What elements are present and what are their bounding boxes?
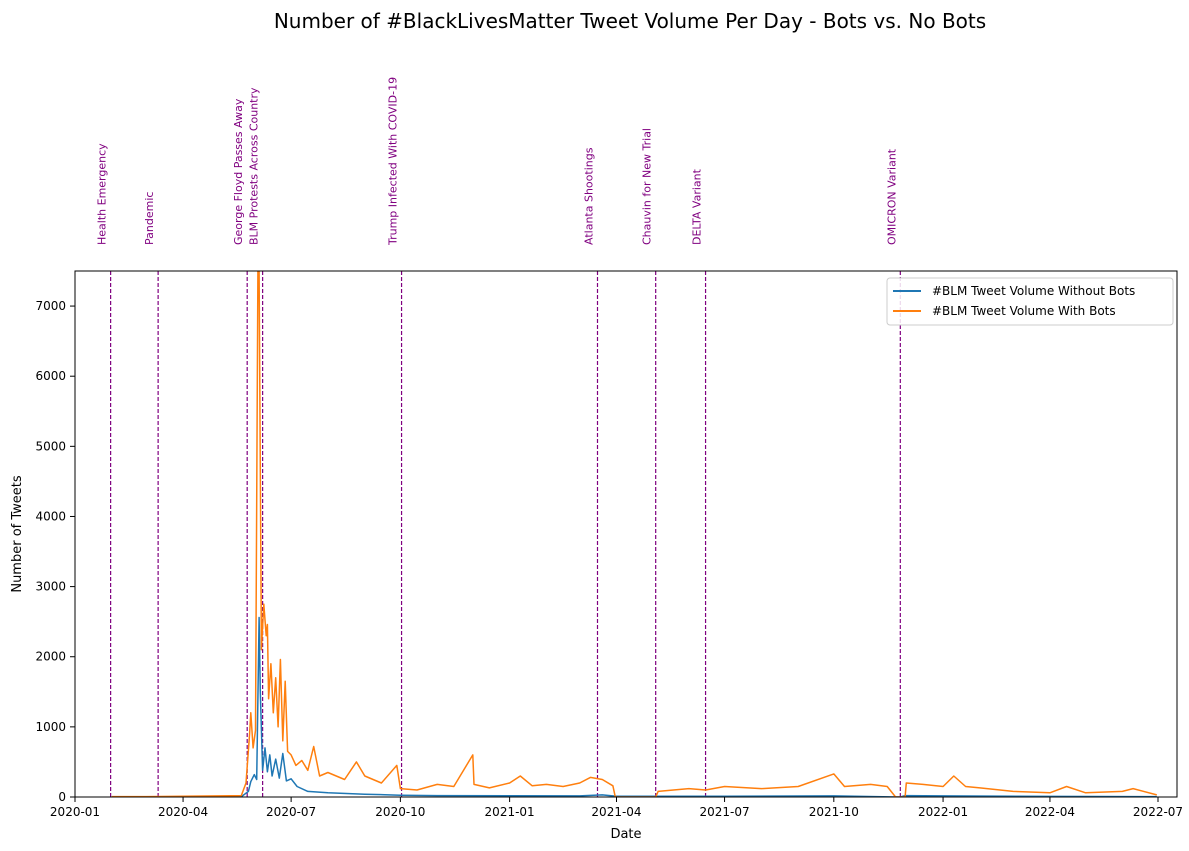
event-label: Pandemic <box>143 192 156 245</box>
series-line-1 <box>111 271 1157 797</box>
y-tick-label: 2000 <box>35 650 66 664</box>
event-label: OMICRON Variant <box>885 148 898 245</box>
y-tick-label: 1000 <box>35 720 66 734</box>
y-tick-label: 4000 <box>35 509 66 523</box>
x-tick-label: 2020-01 <box>50 805 100 819</box>
chart-title: Number of #BlackLivesMatter Tweet Volume… <box>274 9 986 33</box>
x-tick-label: 2020-07 <box>266 805 316 819</box>
x-tick-label: 2020-10 <box>375 805 425 819</box>
series-line-0 <box>111 616 1157 797</box>
legend: #BLM Tweet Volume Without Bots #BLM Tweet… <box>886 277 1174 326</box>
x-tick-label: 2021-04 <box>591 805 641 819</box>
y-tick-label: 3000 <box>35 580 66 594</box>
x-tick-label: 2021-01 <box>485 805 535 819</box>
x-tick-label: 2022-07 <box>1133 805 1183 819</box>
legend-label: #BLM Tweet Volume Without Bots <box>932 284 1135 298</box>
legend-label: #BLM Tweet Volume With Bots <box>932 304 1116 318</box>
event-label: Chauvin for New Trial <box>641 128 654 245</box>
event-label: Trump Infected With COVID-19 <box>387 77 400 246</box>
legend-box <box>886 277 1174 326</box>
x-tick-label: 2022-01 <box>918 805 968 819</box>
event-label: Health Emergency <box>96 143 109 245</box>
y-axis-label: Number of Tweets <box>10 475 25 593</box>
x-tick-label: 2020-04 <box>158 805 208 819</box>
axes: 2020-01 2020-04 2020-07 2020-10 2021-01 2021-… <box>35 299 1183 819</box>
plot-area: Health Emergency Pandemic George Floyd Pas… <box>96 77 1157 797</box>
y-tick-label: 6000 <box>35 369 66 383</box>
x-tick-label: 2021-07 <box>699 805 749 819</box>
event-label: George Floyd Passes Away <box>232 98 245 245</box>
x-axis-label: Date <box>610 827 641 842</box>
x-tick-label: 2022-04 <box>1025 805 1075 819</box>
event-label: Atlanta Shootings <box>583 147 596 245</box>
y-tick-label: 7000 <box>35 299 66 313</box>
plot-frame <box>74 270 1178 798</box>
y-tick-label: 0 <box>58 790 66 804</box>
event-label: DELTA Variant <box>691 168 704 245</box>
event-label: BLM Protests Across Country <box>248 87 261 245</box>
y-tick-label: 5000 <box>35 439 66 453</box>
x-tick-label: 2021-10 <box>809 805 859 819</box>
